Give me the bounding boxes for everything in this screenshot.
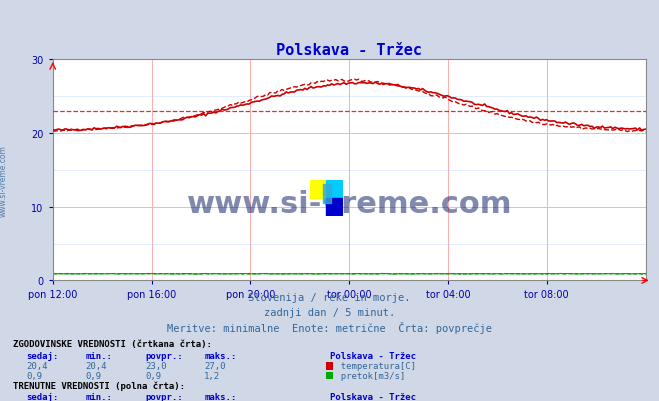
Text: www.si-vreme.com: www.si-vreme.com: [0, 145, 8, 216]
Text: 27,0: 27,0: [204, 361, 226, 370]
Text: min.:: min.:: [86, 392, 113, 401]
Bar: [326, 198, 343, 217]
Text: Polskava - Tržec: Polskava - Tržec: [330, 392, 416, 401]
Text: Meritve: minimalne  Enote: metrične  Črta: povprečje: Meritve: minimalne Enote: metrične Črta:…: [167, 321, 492, 333]
Bar: [323, 184, 331, 204]
Text: 0,9: 0,9: [86, 371, 101, 380]
Text: 0,9: 0,9: [145, 371, 161, 380]
Text: povpr.:: povpr.:: [145, 392, 183, 401]
Text: www.si-vreme.com: www.si-vreme.com: [186, 189, 512, 218]
Text: sedaj:: sedaj:: [26, 351, 59, 360]
Bar: [326, 180, 343, 198]
Text: Polskava - Tržec: Polskava - Tržec: [330, 351, 416, 360]
Text: maks.:: maks.:: [204, 392, 237, 401]
Text: sedaj:: sedaj:: [26, 392, 59, 401]
Text: 1,2: 1,2: [204, 371, 220, 380]
Text: ZGODOVINSKE VREDNOSTI (črtkana črta):: ZGODOVINSKE VREDNOSTI (črtkana črta):: [13, 339, 212, 348]
Text: Slovenija / reke in morje.: Slovenija / reke in morje.: [248, 293, 411, 303]
Text: 20,4: 20,4: [86, 361, 107, 370]
Bar: [310, 180, 326, 198]
Text: 0,9: 0,9: [26, 371, 42, 380]
Text: 20,4: 20,4: [26, 361, 48, 370]
Text: maks.:: maks.:: [204, 351, 237, 360]
Text: TRENUTNE VREDNOSTI (polna črta):: TRENUTNE VREDNOSTI (polna črta):: [13, 380, 185, 390]
Text: zadnji dan / 5 minut.: zadnji dan / 5 minut.: [264, 307, 395, 317]
Text: pretok[m3/s]: pretok[m3/s]: [330, 371, 405, 380]
Text: povpr.:: povpr.:: [145, 351, 183, 360]
Text: min.:: min.:: [86, 351, 113, 360]
Text: 23,0: 23,0: [145, 361, 167, 370]
Title: Polskava - Tržec: Polskava - Tržec: [276, 43, 422, 58]
Text: temperatura[C]: temperatura[C]: [330, 361, 416, 370]
